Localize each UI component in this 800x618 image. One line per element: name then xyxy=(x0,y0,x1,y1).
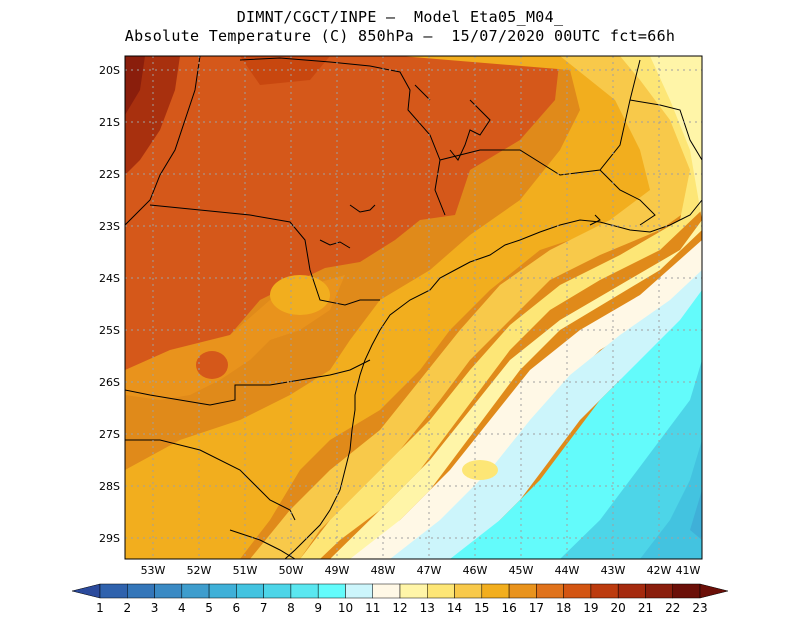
colorbar-label: 18 xyxy=(556,601,571,615)
colorbar-swatch xyxy=(645,583,673,599)
lon-label: 41W xyxy=(676,564,701,577)
field-band-22 xyxy=(125,56,145,115)
colorbar-swatch xyxy=(481,583,510,599)
colorbar-label: 20 xyxy=(611,601,626,615)
field-band-14 xyxy=(300,56,702,559)
field-patch-3 xyxy=(462,460,498,480)
colorbar-label: 10 xyxy=(338,601,353,615)
colorbar-swatch xyxy=(345,583,373,599)
colorbar-swatch xyxy=(399,583,428,599)
field-band-9 xyxy=(560,360,702,559)
lon-label: 46W xyxy=(463,564,488,577)
field-band-11 xyxy=(390,270,702,559)
map-frame xyxy=(124,55,703,560)
colorbar-label: 3 xyxy=(151,601,159,615)
field-band-7 xyxy=(690,490,702,540)
colorbar-swatch xyxy=(317,583,346,599)
colorbar-swatch xyxy=(617,583,646,599)
field-band-12 xyxy=(350,240,702,559)
title-line-1: DIMNT/CGCT/INPE — Model Eta05_M04_ xyxy=(236,8,564,26)
colorbar-label: 8 xyxy=(287,601,295,615)
colorbar: 1 2 3 4 5 6 7 8 9 10 11 12 13 14 15 16 17 18 19 20 21 22 23 xyxy=(71,583,729,615)
colorbar-swatch xyxy=(263,583,292,599)
colorbar-label: 17 xyxy=(529,601,544,615)
lat-label: 27S xyxy=(99,428,120,441)
colorbar-label: 5 xyxy=(205,601,213,615)
field-patch-1 xyxy=(196,351,228,379)
lon-label: 47W xyxy=(417,564,442,577)
lat-label: 25S xyxy=(99,324,120,337)
lat-label: 26S xyxy=(99,376,120,389)
lon-label: 48W xyxy=(371,564,396,577)
grid-lines xyxy=(125,56,702,559)
colorbar-swatch xyxy=(236,583,264,599)
lon-label: 45W xyxy=(509,564,534,577)
colorbar-swatch xyxy=(563,583,592,599)
colorbar-label: 15 xyxy=(474,601,489,615)
lon-label: 50W xyxy=(279,564,304,577)
colorbar-label: 22 xyxy=(665,601,680,615)
temperature-field xyxy=(125,56,702,559)
colorbar-label: 14 xyxy=(447,601,462,615)
lon-label: 43W xyxy=(601,564,626,577)
colorbar-swatch xyxy=(536,583,564,599)
field-patch-2 xyxy=(270,275,330,315)
colorbar-swatch xyxy=(454,583,483,599)
colorbar-label: 16 xyxy=(501,601,516,615)
colorbar-label: 12 xyxy=(392,601,407,615)
field-band-8 xyxy=(640,440,702,559)
lon-label: 53W xyxy=(141,564,166,577)
colorbar-swatch xyxy=(154,583,183,599)
lat-label: 20S xyxy=(99,64,120,77)
colorbar-swatch xyxy=(290,583,319,599)
lat-label: 24S xyxy=(99,272,120,285)
field-band-15 xyxy=(250,56,702,559)
colorbar-high-arrow xyxy=(699,583,729,599)
colorbar-label: 7 xyxy=(260,601,268,615)
colorbar-label: 13 xyxy=(420,601,435,615)
colorbar-swatch xyxy=(99,583,128,599)
colorbar-swatch xyxy=(208,583,237,599)
colorbar-swatch xyxy=(672,583,701,599)
colorbar-label: 11 xyxy=(365,601,380,615)
lon-label: 52W xyxy=(187,564,212,577)
colorbar-low-arrow xyxy=(71,583,101,599)
lat-label: 22S xyxy=(99,168,120,181)
lat-label: 21S xyxy=(99,116,120,129)
colorbar-swatch xyxy=(427,583,455,599)
field-band-20 xyxy=(240,56,330,85)
title-line-2: Absolute Temperature (C) 850hPa — 15/07/… xyxy=(124,27,676,45)
lon-label: 42W xyxy=(647,564,672,577)
colorbar-swatch xyxy=(372,583,401,599)
colorbar-swatch xyxy=(508,583,537,599)
latitude-axis: 20S 21S 22S 23S 24S 25S 26S 27S 28S 29S xyxy=(99,64,120,545)
lon-label: 51W xyxy=(233,564,258,577)
colorbar-label: 2 xyxy=(123,601,131,615)
lat-label: 28S xyxy=(99,480,120,493)
colorbar-label: 4 xyxy=(178,601,186,615)
boundaries xyxy=(125,56,702,559)
colorbar-label: 21 xyxy=(638,601,653,615)
colorbar-swatch xyxy=(181,583,210,599)
field-band-16 xyxy=(125,56,665,559)
colorbar-label: 1 xyxy=(96,601,104,615)
field-band-19 xyxy=(125,56,560,370)
longitude-axis: 53W 52W 51W 50W 49W 48W 47W 46W 45W 44W … xyxy=(141,564,701,577)
colorbar-swatch xyxy=(127,583,155,599)
lat-label: 29S xyxy=(99,532,120,545)
colorbar-label: 6 xyxy=(233,601,241,615)
colorbar-label: 23 xyxy=(692,601,707,615)
colorbar-label: 9 xyxy=(314,601,322,615)
lat-label: 23S xyxy=(99,220,120,233)
colorbar-swatch xyxy=(590,583,619,599)
colorbar-label: 19 xyxy=(583,601,598,615)
lon-label: 44W xyxy=(555,564,580,577)
lon-label: 49W xyxy=(325,564,350,577)
